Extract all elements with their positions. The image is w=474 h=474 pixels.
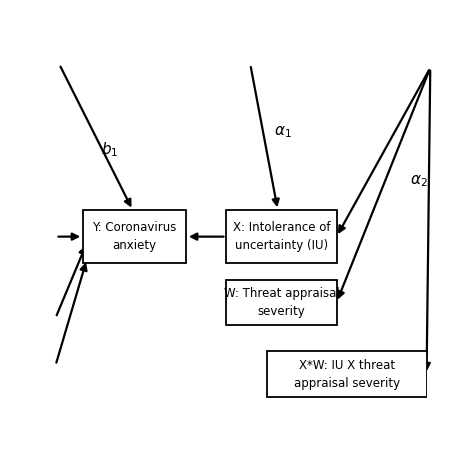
Text: $\alpha_1$: $\alpha_1$ — [274, 124, 292, 139]
FancyBboxPatch shape — [83, 210, 186, 263]
FancyBboxPatch shape — [227, 210, 337, 263]
FancyBboxPatch shape — [227, 280, 337, 325]
Text: $b_1$: $b_1$ — [101, 141, 119, 159]
FancyBboxPatch shape — [267, 351, 427, 397]
Text: X: Intolerance of
uncertainty (IU): X: Intolerance of uncertainty (IU) — [233, 221, 330, 252]
Text: X*W: IU X threat
appraisal severity: X*W: IU X threat appraisal severity — [293, 359, 400, 390]
Text: $\alpha_2$: $\alpha_2$ — [410, 173, 428, 189]
Text: Y: Coronavirus
anxiety: Y: Coronavirus anxiety — [92, 221, 177, 252]
Text: W: Threat appraisal
severity: W: Threat appraisal severity — [224, 287, 339, 318]
